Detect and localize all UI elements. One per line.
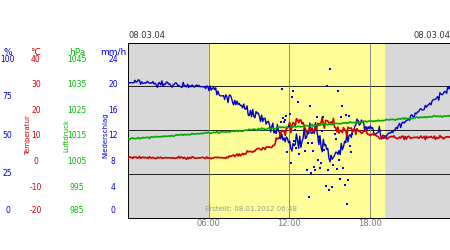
Point [337,177,344,181]
Text: 50: 50 [3,131,13,140]
Point [292,128,299,132]
Point [339,104,346,108]
Point [311,165,318,169]
Point [289,89,297,93]
Point [313,115,320,119]
Text: Luftdruck: Luftdruck [64,119,70,152]
Point [293,146,300,150]
Text: 20: 20 [108,80,117,89]
Point [285,124,292,128]
Point [307,171,315,175]
Point [302,149,309,153]
Point [324,168,331,172]
Point [280,120,288,124]
Point [320,116,327,119]
Point [332,137,339,141]
Point [303,168,310,172]
Point [325,188,333,192]
Point [346,144,354,148]
Point [331,132,338,136]
Text: 100: 100 [0,56,15,64]
Point [314,158,321,162]
Point [343,202,351,206]
Point [278,87,285,91]
Text: 30: 30 [31,80,41,89]
Point [304,141,311,145]
Point [346,114,353,118]
Point [277,120,284,124]
Text: 0: 0 [110,206,115,215]
Text: 8: 8 [111,157,115,166]
Text: 08.03.04: 08.03.04 [128,31,165,40]
Text: 24: 24 [108,56,117,64]
Point [328,185,336,189]
Text: 1035: 1035 [67,80,87,89]
Point [326,67,333,71]
Point [333,168,340,172]
Text: 0: 0 [5,206,10,215]
Text: %: % [4,48,12,57]
Point [323,84,330,88]
Text: 25: 25 [3,169,13,178]
Text: 08.03.04: 08.03.04 [413,31,450,40]
Point [310,149,317,153]
Point [348,150,355,154]
Point [344,178,351,182]
Text: 995: 995 [70,183,84,192]
Text: 1025: 1025 [68,106,86,115]
Point [330,162,337,166]
Point [305,195,312,199]
Point [341,184,348,188]
Text: Temperatur: Temperatur [25,115,31,155]
Point [335,158,342,162]
Text: mm/h: mm/h [100,48,126,57]
Point [282,118,289,122]
Point [338,114,345,118]
Point [349,132,356,136]
Bar [209,42,384,218]
Point [309,141,316,145]
Text: 1045: 1045 [67,56,87,64]
Point [276,136,283,140]
Point [322,184,329,188]
Text: -20: -20 [30,206,42,215]
Point [340,166,347,170]
Text: Erstellt: 08.01.2012 06:48: Erstellt: 08.01.2012 06:48 [204,206,297,212]
Text: 75: 75 [3,92,13,101]
Text: 40: 40 [31,56,41,64]
Point [295,152,302,156]
Point [279,116,287,120]
Point [318,162,325,166]
Point [312,168,319,172]
Point [316,166,324,170]
Text: Niederschlag: Niederschlag [102,112,108,158]
Point [334,90,342,94]
Point [284,150,291,154]
Text: 12: 12 [108,131,117,140]
Text: 985: 985 [70,206,84,215]
Text: -10: -10 [30,183,42,192]
Text: 10: 10 [31,131,40,140]
Text: hPa: hPa [69,48,85,57]
Text: 0: 0 [33,157,38,166]
Text: 16: 16 [108,106,117,115]
Point [306,104,314,108]
Point [315,135,323,139]
Point [283,114,290,118]
Text: °C: °C [31,48,41,57]
Text: 1005: 1005 [67,157,87,166]
Point [288,96,296,100]
Point [287,161,294,165]
Point [319,129,326,133]
Text: 20: 20 [31,106,40,115]
Text: 4: 4 [110,183,115,192]
Point [328,154,335,158]
Text: 1015: 1015 [68,131,86,140]
Point [286,112,293,116]
Point [342,112,349,116]
Point [291,139,298,143]
Point [321,148,328,152]
Point [294,100,301,104]
